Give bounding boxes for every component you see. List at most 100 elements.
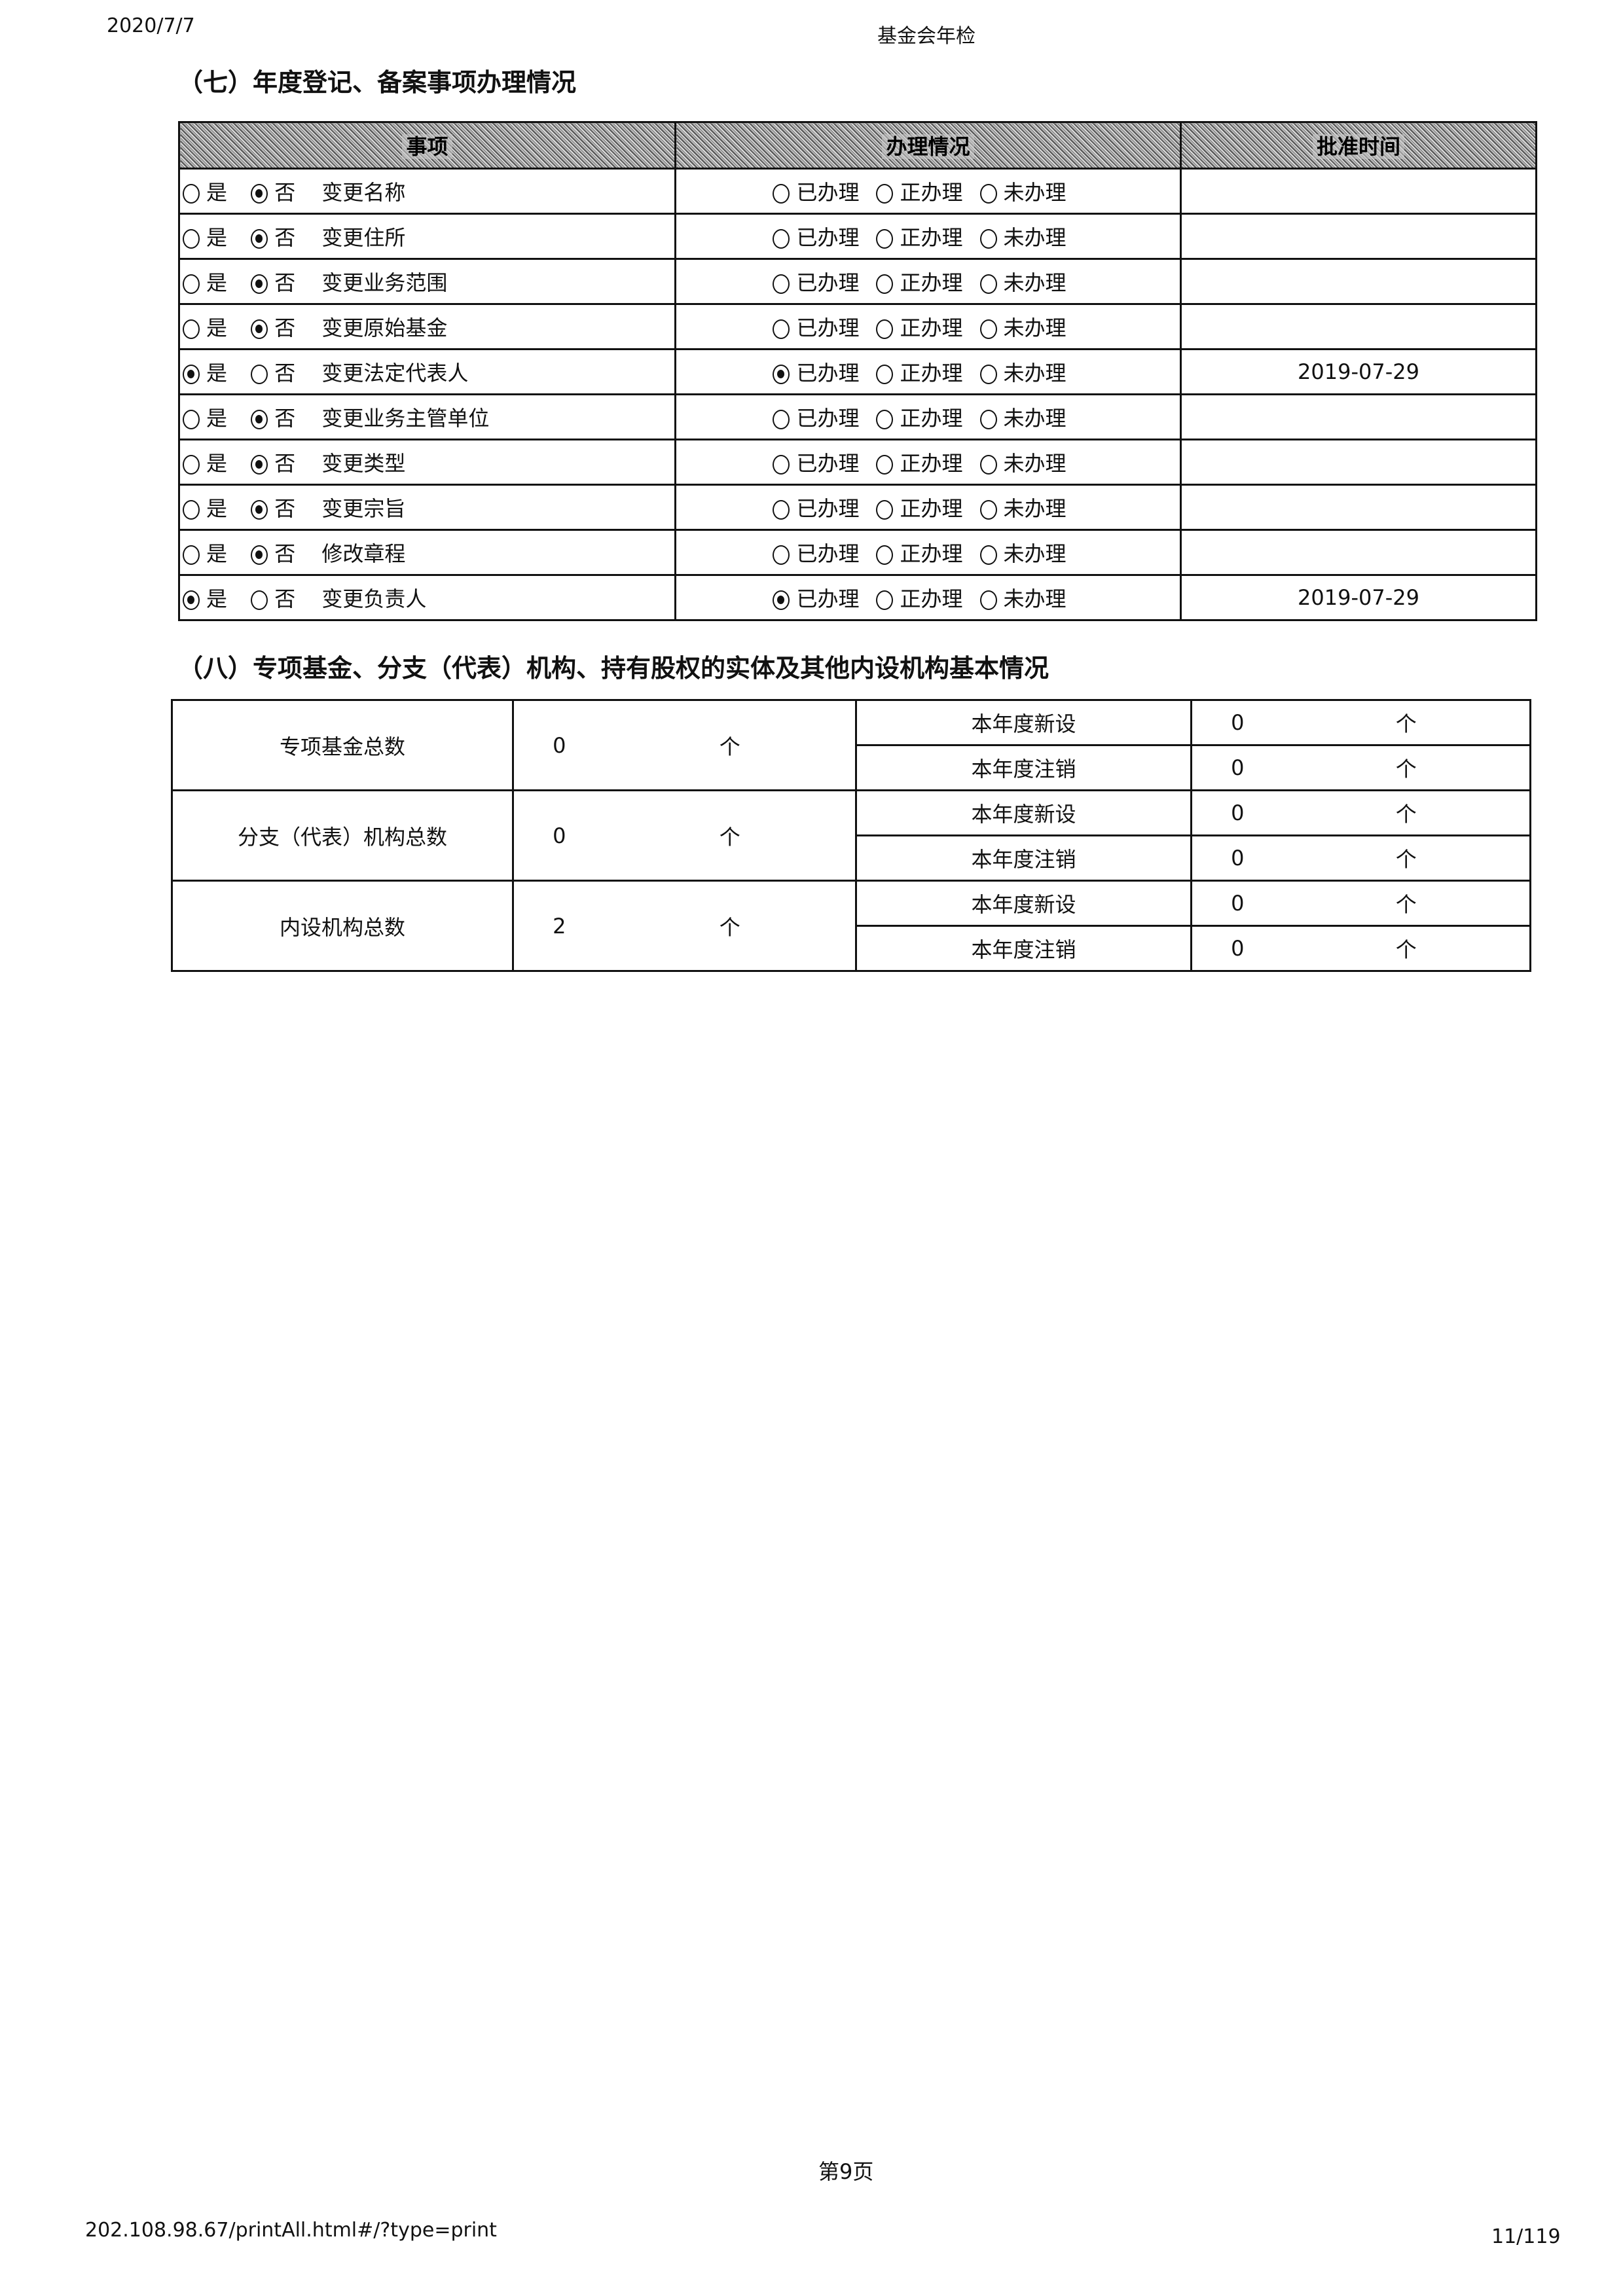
unit-label: 个 — [604, 699, 857, 791]
no-label: 否 — [274, 541, 296, 566]
radio-status-option[interactable] — [979, 274, 997, 294]
item-cell: 是 否 变更宗旨 — [178, 484, 676, 531]
radio-status-option[interactable] — [979, 590, 997, 610]
status-label: 正办理 — [900, 315, 963, 340]
radio-no[interactable] — [251, 500, 268, 520]
radio-status-option[interactable] — [773, 500, 790, 520]
cancel-count: 0 — [1190, 744, 1283, 791]
status-cell: 已办理 正办理 未办理 — [674, 574, 1182, 621]
status-label: 正办理 — [900, 451, 963, 476]
date-cell — [1180, 529, 1537, 576]
table-row: 是 否 变更宗旨 已办理 正办理 未办理 — [178, 484, 1537, 531]
radio-status-option[interactable] — [773, 365, 790, 384]
radio-status-option[interactable] — [979, 319, 997, 339]
radio-no[interactable] — [251, 590, 268, 610]
yes-label: 是 — [206, 225, 228, 250]
radio-no[interactable] — [251, 455, 268, 475]
radio-status-option[interactable] — [773, 184, 790, 204]
cancel-label: 本年度注销 — [855, 925, 1192, 972]
radio-no[interactable] — [251, 229, 268, 249]
radio-no[interactable] — [251, 274, 268, 294]
radio-status-option[interactable] — [979, 229, 997, 249]
date-cell — [1180, 484, 1537, 531]
radio-yes[interactable] — [183, 319, 200, 339]
status-label: 未办理 — [1003, 361, 1067, 386]
radio-status-option[interactable] — [773, 229, 790, 249]
new-label: 本年度新设 — [855, 789, 1192, 836]
status-label: 已办理 — [796, 315, 860, 340]
no-label: 否 — [274, 361, 296, 386]
radio-status-option[interactable] — [876, 274, 894, 294]
radio-yes[interactable] — [183, 410, 200, 429]
radio-yes[interactable] — [183, 590, 200, 610]
radio-status-option[interactable] — [876, 184, 894, 204]
radio-status-option[interactable] — [876, 500, 894, 520]
status-cell: 已办理 正办理 未办理 — [674, 348, 1182, 395]
status-label: 未办理 — [1003, 451, 1067, 476]
radio-status-option[interactable] — [773, 274, 790, 294]
status-label: 未办理 — [1003, 586, 1067, 611]
radio-status-option[interactable] — [876, 319, 894, 339]
page-header-title: 基金会年检 — [877, 25, 976, 48]
yes-label: 是 — [206, 270, 228, 295]
radio-status-option[interactable] — [876, 455, 894, 475]
radio-no[interactable] — [251, 410, 268, 429]
radio-status-option[interactable] — [876, 229, 894, 249]
radio-no[interactable] — [251, 319, 268, 339]
radio-no[interactable] — [251, 365, 268, 384]
yes-label: 是 — [206, 541, 228, 566]
radio-status-option[interactable] — [979, 455, 997, 475]
radio-status-option[interactable] — [876, 590, 894, 610]
status-label: 已办理 — [796, 496, 860, 521]
status-label: 正办理 — [900, 586, 963, 611]
item-cell: 是 否 变更法定代表人 — [178, 348, 676, 395]
branch-table: 专项基金总数 0 个 本年度新设 0 个本年度注销 0 个分支（代表）机构总数 … — [171, 699, 1531, 972]
radio-status-option[interactable] — [979, 500, 997, 520]
item-cell: 是 否 变更名称 — [178, 168, 676, 215]
radio-yes[interactable] — [183, 274, 200, 294]
yes-label: 是 — [206, 361, 228, 386]
no-label: 否 — [274, 180, 296, 205]
radio-no[interactable] — [251, 545, 268, 565]
radio-yes[interactable] — [183, 365, 200, 384]
radio-status-option[interactable] — [773, 545, 790, 565]
col-header-status: 办理情况 — [674, 121, 1182, 170]
radio-yes[interactable] — [183, 184, 200, 204]
unit-label: 个 — [604, 880, 857, 972]
radio-status-option[interactable] — [876, 545, 894, 565]
cancel-count: 0 — [1190, 834, 1283, 882]
radio-status-option[interactable] — [773, 455, 790, 475]
no-label: 否 — [274, 496, 296, 521]
radio-yes[interactable] — [183, 455, 200, 475]
radio-status-option[interactable] — [773, 590, 790, 610]
status-cell: 已办理 正办理 未办理 — [674, 439, 1182, 486]
table-row: 是 否 变更业务范围 已办理 正办理 未办理 — [178, 258, 1537, 305]
cancel-label: 本年度注销 — [855, 834, 1192, 882]
radio-status-option[interactable] — [876, 365, 894, 384]
status-label: 已办理 — [796, 225, 860, 250]
table-row: 是 否 变更住所 已办理 正办理 未办理 — [178, 213, 1537, 260]
radio-status-option[interactable] — [876, 410, 894, 429]
radio-yes[interactable] — [183, 500, 200, 520]
no-label: 否 — [274, 406, 296, 431]
status-cell: 已办理 正办理 未办理 — [674, 213, 1182, 260]
item-label: 变更类型 — [321, 451, 406, 476]
radio-status-option[interactable] — [979, 410, 997, 429]
radio-yes[interactable] — [183, 545, 200, 565]
radio-status-option[interactable] — [773, 410, 790, 429]
radio-status-option[interactable] — [773, 319, 790, 339]
table-row: 本年度注销 0 个 — [172, 925, 1531, 972]
no-label: 否 — [274, 225, 296, 250]
radio-status-option[interactable] — [979, 545, 997, 565]
status-cell: 已办理 正办理 未办理 — [674, 303, 1182, 350]
radio-status-option[interactable] — [979, 365, 997, 384]
radio-yes[interactable] — [183, 229, 200, 249]
radio-status-option[interactable] — [979, 184, 997, 204]
status-cell: 已办理 正办理 未办理 — [674, 529, 1182, 576]
radio-no[interactable] — [251, 184, 268, 204]
table-row: 本年度注销 0 个 — [172, 744, 1531, 791]
item-label: 变更法定代表人 — [321, 361, 469, 386]
item-cell: 是 否 变更业务主管单位 — [178, 393, 676, 440]
table-row: 是 否 变更业务主管单位 已办理 正办理 未办理 — [178, 393, 1537, 440]
new-count: 0 — [1190, 699, 1283, 746]
